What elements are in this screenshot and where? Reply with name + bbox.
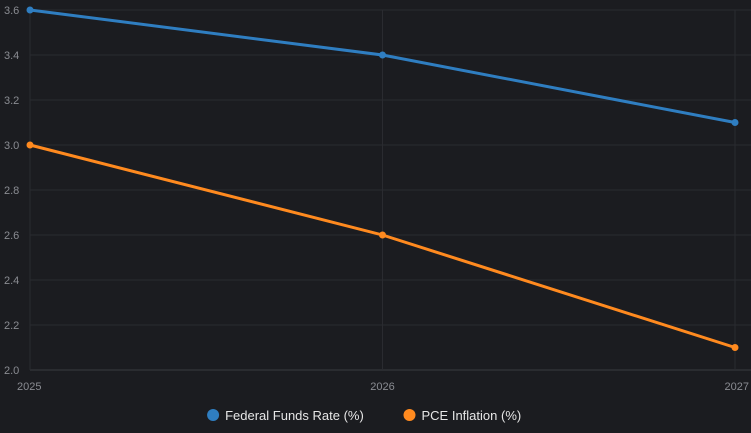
x-axis-ticks: 2025 2026 2027 — [17, 381, 749, 393]
legend: Federal Funds Rate (%) PCE Inflation (%) — [207, 408, 521, 423]
y-tick-label: 2.4 — [4, 275, 19, 287]
y-tick-label: 2.8 — [4, 185, 19, 197]
data-point[interactable] — [731, 119, 739, 126]
legend-label[interactable]: PCE Inflation (%) — [422, 408, 522, 423]
x-tick-label: 2026 — [370, 381, 394, 393]
y-tick-label: 3.0 — [4, 140, 19, 152]
y-tick-label: 3.6 — [4, 5, 19, 17]
data-point[interactable] — [379, 231, 386, 239]
y-tick-label: 3.2 — [4, 95, 19, 107]
legend-swatch[interactable] — [403, 409, 416, 421]
data-point[interactable] — [26, 141, 34, 149]
data-point[interactable] — [379, 51, 386, 59]
y-axis-ticks: 2.0 2.2 2.4 2.6 2.8 3.0 3.2 3.4 3.6 — [4, 5, 19, 377]
series-lines — [26, 6, 739, 351]
y-tick-label: 3.4 — [4, 50, 19, 62]
data-point[interactable] — [731, 344, 739, 351]
legend-label[interactable]: Federal Funds Rate (%) — [225, 408, 364, 423]
y-tick-label: 2.0 — [4, 365, 19, 377]
y-tick-label: 2.6 — [4, 230, 19, 242]
x-tick-label: 2027 — [725, 381, 749, 393]
x-tick-label: 2025 — [17, 381, 41, 393]
legend-swatch[interactable] — [207, 409, 220, 421]
y-tick-label: 2.2 — [4, 320, 19, 332]
data-point[interactable] — [26, 6, 34, 14]
grid — [29, 9, 751, 371]
